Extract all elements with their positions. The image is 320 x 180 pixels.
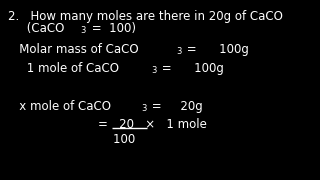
Text: 3: 3 [81, 26, 86, 35]
Text: =     20g: = 20g [148, 100, 203, 113]
Text: Molar mass of CaCO: Molar mass of CaCO [8, 43, 139, 56]
Text: =  100): = 100) [88, 22, 136, 35]
Text: 3: 3 [151, 66, 156, 75]
Text: (CaCO: (CaCO [8, 22, 64, 35]
Text: 100: 100 [8, 133, 135, 146]
Text: 1 mole of CaCO: 1 mole of CaCO [8, 62, 119, 75]
Text: =      100g: = 100g [158, 62, 224, 75]
Text: =   20   ×   1 mole: = 20 × 1 mole [8, 118, 207, 131]
Text: =      100g: = 100g [183, 43, 249, 56]
Text: x mole of CaCO: x mole of CaCO [8, 100, 111, 113]
Text: 3: 3 [141, 104, 146, 113]
Text: 3: 3 [177, 47, 182, 56]
Text: 2.   How many moles are there in 20g of CaCO: 2. How many moles are there in 20g of Ca… [8, 10, 283, 23]
